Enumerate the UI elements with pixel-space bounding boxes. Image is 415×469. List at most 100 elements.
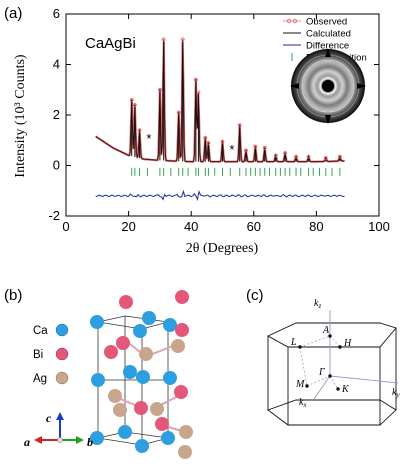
beamstop-top [325,48,331,57]
difference-line [95,189,345,201]
compound-label: CaAgBi [85,35,136,52]
peak-observed-point [244,148,248,153]
calculated-curve [95,42,345,163]
ca-atom [118,425,132,439]
brillouin-zone: kz A L H Γ M K kx ky [267,298,400,426]
peak-observed-point [203,135,208,140]
bi-atom [155,417,169,431]
ca-atom [142,311,156,325]
gamma-label: Γ [318,367,325,378]
peak-observed-point [196,90,201,95]
bz-top-face [267,322,397,348]
peak-observed-point [262,145,267,150]
impurity-star: * [229,142,234,157]
point-H [338,345,342,349]
kx-axis [313,375,331,400]
H-label: H [343,338,352,349]
x-tick-label: 20 [121,219,135,234]
bz-path-lines [299,335,341,390]
peak-observed-point [129,97,134,102]
bi-atom [175,290,189,304]
ag-atom [139,347,153,361]
peak-observed-point [237,123,242,127]
y-tick-label: 2 [53,107,60,122]
peak-observed-point [273,153,278,158]
peak-observed-point [180,37,185,42]
panel-c-label: (c) [246,287,264,304]
path-gamma-K [329,375,339,390]
bond-2 [149,344,176,356]
peak-observed-point [253,144,258,149]
peak-observed-point [176,110,181,115]
impurity-star: * [146,131,151,146]
path-L-A [299,335,331,348]
peak-observed-point [294,154,298,159]
kx-label: kx [299,397,307,409]
peak-observed-point [220,139,225,144]
L-label: L [290,337,297,348]
ca-atom [161,431,175,445]
bz-labels: kz A L H Γ M K kx ky [290,298,400,409]
peak-observed-point [206,140,211,145]
ca-atom [135,439,149,453]
c-axis-label: c [46,411,52,425]
bz-outline [267,322,397,426]
point-M [305,384,309,388]
difference-curve [95,189,345,201]
ag-atom [179,425,193,439]
bz-bottom-face [267,399,397,426]
ca-atom [123,365,137,379]
bi-atom [104,345,118,359]
beamstop-left [290,83,299,89]
ca-atom [90,315,104,329]
peak-observed-point [323,156,328,160]
observed-background [95,41,345,163]
point-K [336,387,340,391]
ca-atom [136,370,150,384]
b-axis-head [76,436,84,444]
path-L-M [299,346,308,387]
legend-ca-sphere [55,323,69,337]
ag-atom [178,445,192,459]
y-tick-label: 0 [53,158,60,173]
bi-atom [134,401,148,415]
a-axis-label: a [24,435,30,449]
b-axis-label: b [87,435,93,449]
y-tick-label: 6 [53,6,60,21]
legend-ag-label: Ag [33,373,47,385]
ca-atom [91,373,105,387]
peak-observed-point [337,154,342,159]
A-label: A [322,325,330,336]
legend-ca-label: Ca [33,325,48,337]
beamstop-bottom [325,115,331,124]
x-ticks: 0 20 40 60 80 100 [62,14,390,234]
legend-observed-label: Observed [306,17,347,28]
x-tick-label: 40 [184,219,198,234]
crystal-legend: Ca Bi Ag [33,323,69,385]
kz-label: kz [314,298,321,310]
y-axis-title: Intensity (10³ Counts) [13,54,28,178]
point-A [328,334,332,338]
y-ticks: -2 0 2 4 6 [48,6,379,223]
bz-points [298,334,342,391]
path-A-H [329,335,341,348]
peak-observed-point [161,37,166,42]
M-label: M [295,379,305,390]
a-axis-head [34,436,42,444]
bragg-ticks [131,167,341,176]
triad-origin [57,437,63,443]
bi-atom [174,385,188,399]
peak-observed-point [283,150,288,155]
bi-atom [119,295,133,309]
panel-a-label: (a) [4,5,22,22]
x-tick-label: 100 [368,219,390,234]
legend-bi-sphere [55,347,69,361]
beamstop-right [357,83,366,89]
peak-observed-point [137,128,142,133]
legend-difference-label: Difference [306,41,349,52]
cell-bottom-face [97,431,169,446]
path-M-gamma [306,375,331,387]
K-label: K [341,384,350,395]
y-tick-label: -2 [48,208,60,223]
